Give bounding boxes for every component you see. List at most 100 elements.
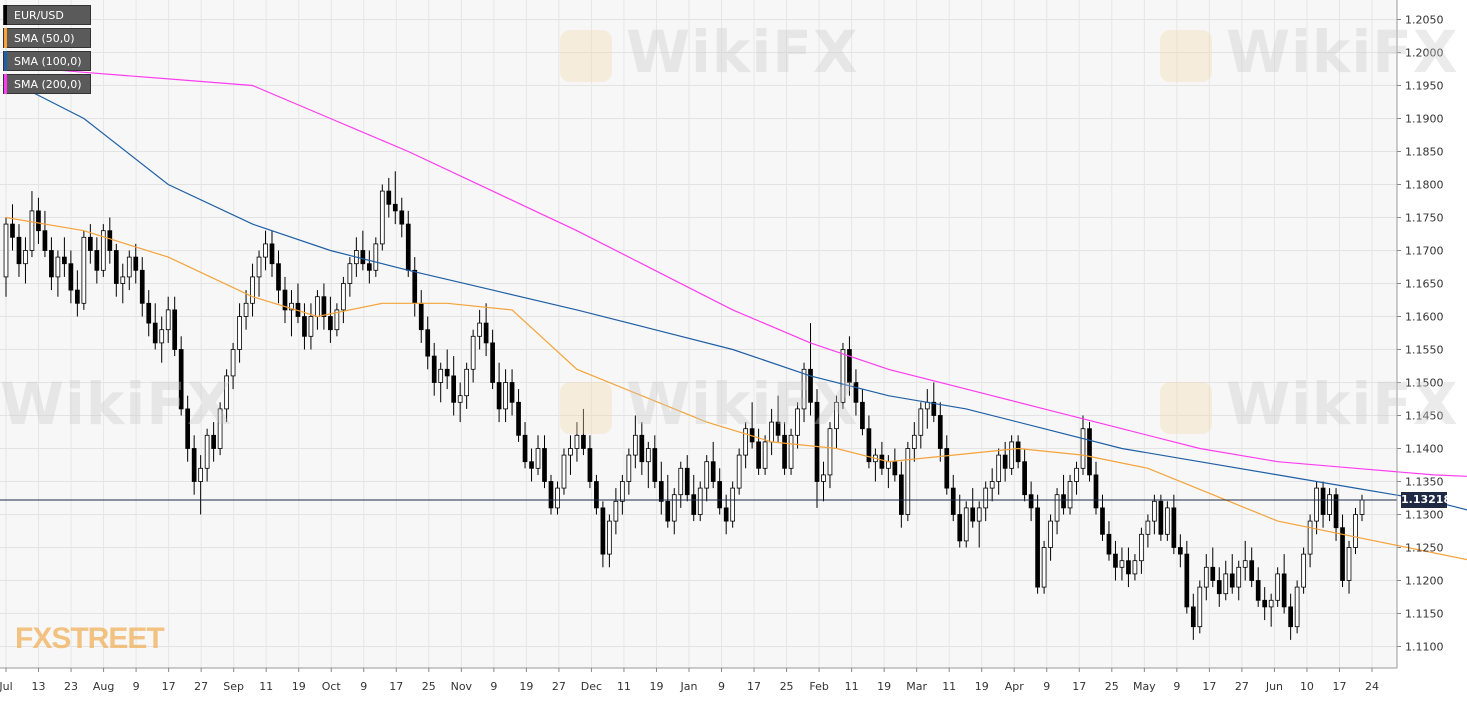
- y-tick-label: 1.2000: [1405, 47, 1444, 60]
- candle-body: [204, 434, 210, 469]
- candle-body: [600, 507, 606, 555]
- legend-item-eurusd[interactable]: EUR/USD: [3, 5, 91, 25]
- candle-body: [438, 368, 444, 383]
- candle-body: [931, 401, 937, 416]
- candle-body: [834, 401, 839, 430]
- candle-body: [671, 494, 677, 522]
- x-tick-label: 27: [552, 680, 566, 693]
- candle-body: [658, 481, 664, 502]
- candle-body: [1054, 494, 1060, 522]
- sma-lines: [5, 65, 1467, 561]
- x-tick-label: 19: [975, 680, 989, 693]
- candle-body: [976, 507, 982, 522]
- x-tick-label: 25: [780, 680, 794, 693]
- x-tick-label: 23: [64, 680, 78, 693]
- candle-body: [1009, 441, 1014, 469]
- candle-body: [68, 263, 74, 291]
- x-tick-label: Oct: [322, 680, 342, 693]
- candle-body: [224, 375, 229, 410]
- candle-body: [613, 500, 619, 522]
- current-price-tag: 1.13218: [1401, 492, 1452, 508]
- candle-body: [989, 481, 995, 489]
- candle-body: [1106, 533, 1112, 555]
- y-tick-label: 1.1750: [1405, 212, 1444, 225]
- candle-body: [139, 269, 145, 304]
- watermark: WikiFX: [0, 370, 233, 438]
- x-tick-label: Jan: [680, 680, 698, 693]
- candle-body: [126, 256, 132, 278]
- candle-body: [645, 448, 651, 463]
- candle-body: [464, 368, 469, 397]
- candle-body: [113, 250, 119, 284]
- candle-body: [1294, 586, 1300, 628]
- candle-body: [412, 269, 418, 304]
- candle-body: [165, 309, 171, 331]
- legend-item-sma-50[interactable]: SMA (50,0): [3, 28, 91, 48]
- candle-body: [1152, 500, 1157, 522]
- candle-body: [1184, 553, 1190, 608]
- candle-body: [1229, 573, 1235, 588]
- legend-label: SMA (50,0): [14, 31, 75, 45]
- legend-item-sma-200[interactable]: SMA (200,0): [3, 74, 91, 94]
- candle-body: [1093, 474, 1099, 509]
- candle-body: [373, 243, 379, 271]
- watermark-badge-icon: [1160, 29, 1212, 82]
- candle-body: [328, 316, 333, 331]
- candle-body: [1145, 520, 1151, 535]
- candle-body: [1158, 500, 1164, 535]
- candle-body: [970, 507, 976, 522]
- candle-body: [996, 454, 1002, 482]
- candle-body: [269, 243, 275, 265]
- x-tick-label: 17: [1072, 680, 1086, 693]
- candle-body: [379, 190, 385, 245]
- candle-body: [302, 316, 307, 337]
- candle-body: [892, 461, 898, 476]
- x-tick-label: May: [1133, 680, 1156, 693]
- candle-body: [1301, 553, 1306, 588]
- x-tick-label: 17: [1202, 680, 1216, 693]
- x-tick-label: 17: [162, 680, 176, 693]
- candle-body: [1320, 487, 1326, 515]
- candle-body: [782, 434, 787, 469]
- legend-label: SMA (200,0): [14, 77, 82, 91]
- y-tick-label: 1.1850: [1405, 146, 1444, 159]
- candle-body: [496, 382, 502, 410]
- candle-body: [548, 481, 554, 509]
- fxstreet-logo: FXSTREET: [15, 622, 165, 655]
- candle-body: [1113, 553, 1118, 568]
- candle-body: [1119, 560, 1125, 568]
- candle-body: [860, 401, 865, 430]
- candle-body: [1262, 599, 1268, 608]
- y-tick-label: 1.2050: [1405, 14, 1444, 27]
- candle-body: [1346, 547, 1352, 581]
- candle-body: [1340, 527, 1345, 581]
- x-tick-label: 9: [1043, 680, 1050, 693]
- candle-body: [431, 355, 437, 383]
- candle-body: [1216, 580, 1222, 595]
- candle-body: [1139, 533, 1144, 562]
- candle-body: [963, 507, 969, 542]
- candle-body: [730, 487, 736, 522]
- candle-body: [535, 448, 541, 469]
- x-tick-label: 25: [422, 680, 436, 693]
- candle-body: [678, 467, 684, 496]
- candle-body: [366, 263, 372, 271]
- candle-body: [23, 250, 28, 265]
- candle-body: [341, 283, 346, 311]
- candle-body: [405, 223, 411, 271]
- legend-item-sma-100[interactable]: SMA (100,0): [3, 51, 91, 71]
- candle-body: [29, 210, 35, 251]
- y-tick-label: 1.1300: [1405, 509, 1444, 522]
- candle-body: [840, 349, 846, 403]
- candle-body: [1288, 606, 1293, 628]
- candle-body: [879, 454, 885, 469]
- candle-body: [814, 401, 820, 482]
- legend-label: EUR/USD: [14, 8, 64, 22]
- legend: EUR/USD SMA (50,0) SMA (100,0) SMA (200,…: [3, 5, 91, 97]
- candle-body: [1002, 454, 1008, 469]
- candle-body: [425, 329, 431, 357]
- candle-body: [937, 415, 943, 449]
- x-tick-label: 17: [1332, 680, 1346, 693]
- candle-body: [1333, 494, 1339, 529]
